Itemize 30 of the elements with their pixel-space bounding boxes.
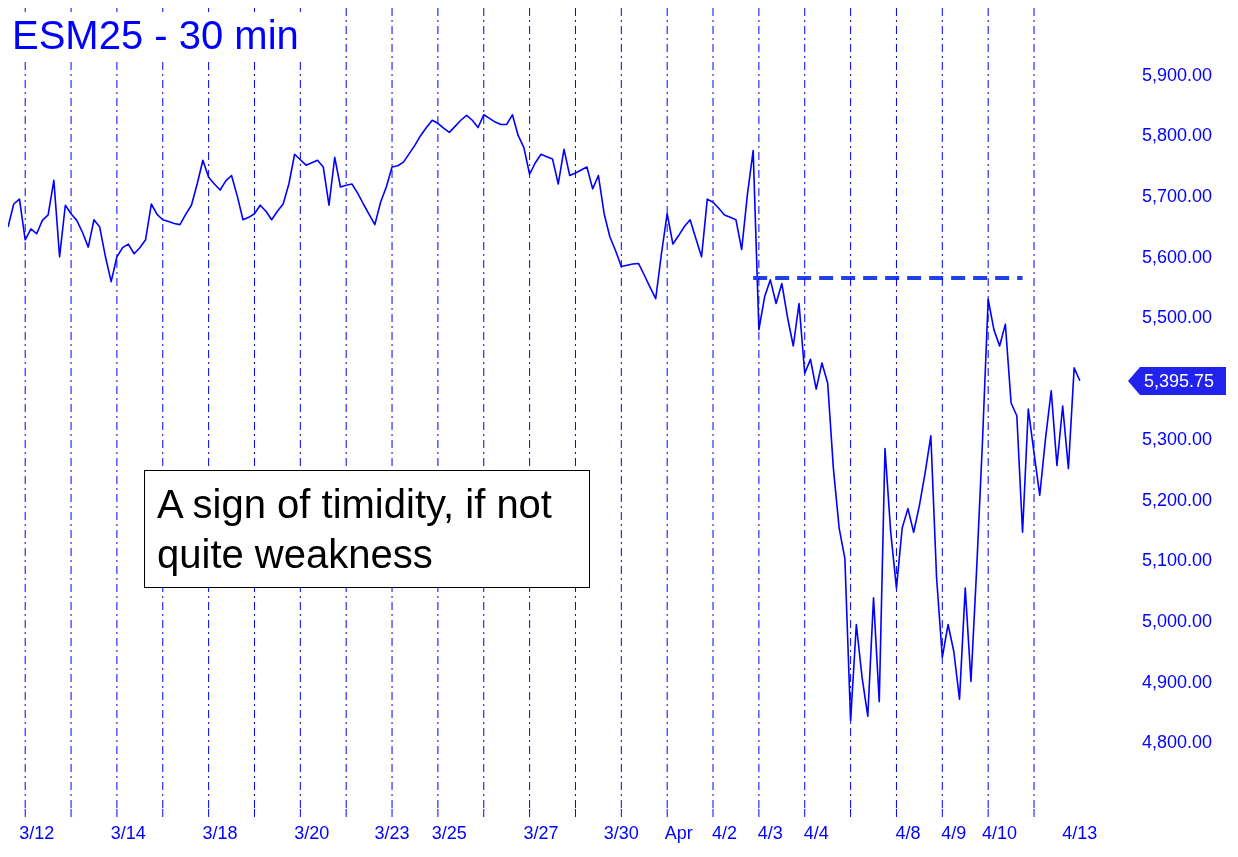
- x-tick-label: 4/4: [803, 823, 829, 843]
- y-tick-label: 4,800.00: [1142, 732, 1213, 753]
- x-tick-label: 4/13: [1062, 823, 1098, 843]
- x-tick-label: 3/14: [110, 823, 146, 843]
- x-tick-label: 3/23: [374, 823, 410, 843]
- x-tick-label: 4/8: [895, 823, 921, 843]
- x-tick-label: 3/27: [523, 823, 559, 843]
- y-tick-label: 5,500.00: [1142, 307, 1213, 328]
- y-tick-label: 5,600.00: [1142, 246, 1213, 267]
- text: 5,395.75: [1144, 370, 1215, 391]
- y-tick-label: 5,200.00: [1142, 489, 1213, 510]
- x-tick-label: 4/2: [711, 823, 738, 843]
- chart-title: ESM25 - 30 min: [12, 12, 303, 58]
- y-tick-label: 5,000.00: [1142, 610, 1213, 631]
- y-tick-label: 5,700.00: [1142, 186, 1213, 207]
- x-tick-label: 4/9: [941, 823, 967, 843]
- y-tick-label: 5,300.00: [1142, 428, 1213, 449]
- y-tick-label: 5,100.00: [1142, 550, 1213, 571]
- x-tick-label: Apr: [664, 823, 693, 843]
- y-tick-label: 4,900.00: [1142, 671, 1213, 692]
- x-tick-label: 3/30: [603, 823, 639, 843]
- x-tick-label: 3/12: [19, 823, 55, 843]
- annotation: A sign of timidity, if not quite weakness: [144, 470, 590, 588]
- x-tick-label: 3/25: [431, 823, 467, 843]
- x-tick-label: 3/18: [202, 823, 238, 843]
- x-tick-label: 4/3: [757, 823, 783, 843]
- y-tick-label: 5,800.00: [1142, 125, 1213, 146]
- x-tick-label: 4/10: [982, 823, 1018, 843]
- y-tick-label: 5,900.00: [1142, 64, 1213, 85]
- x-tick-label: 3/20: [294, 823, 330, 843]
